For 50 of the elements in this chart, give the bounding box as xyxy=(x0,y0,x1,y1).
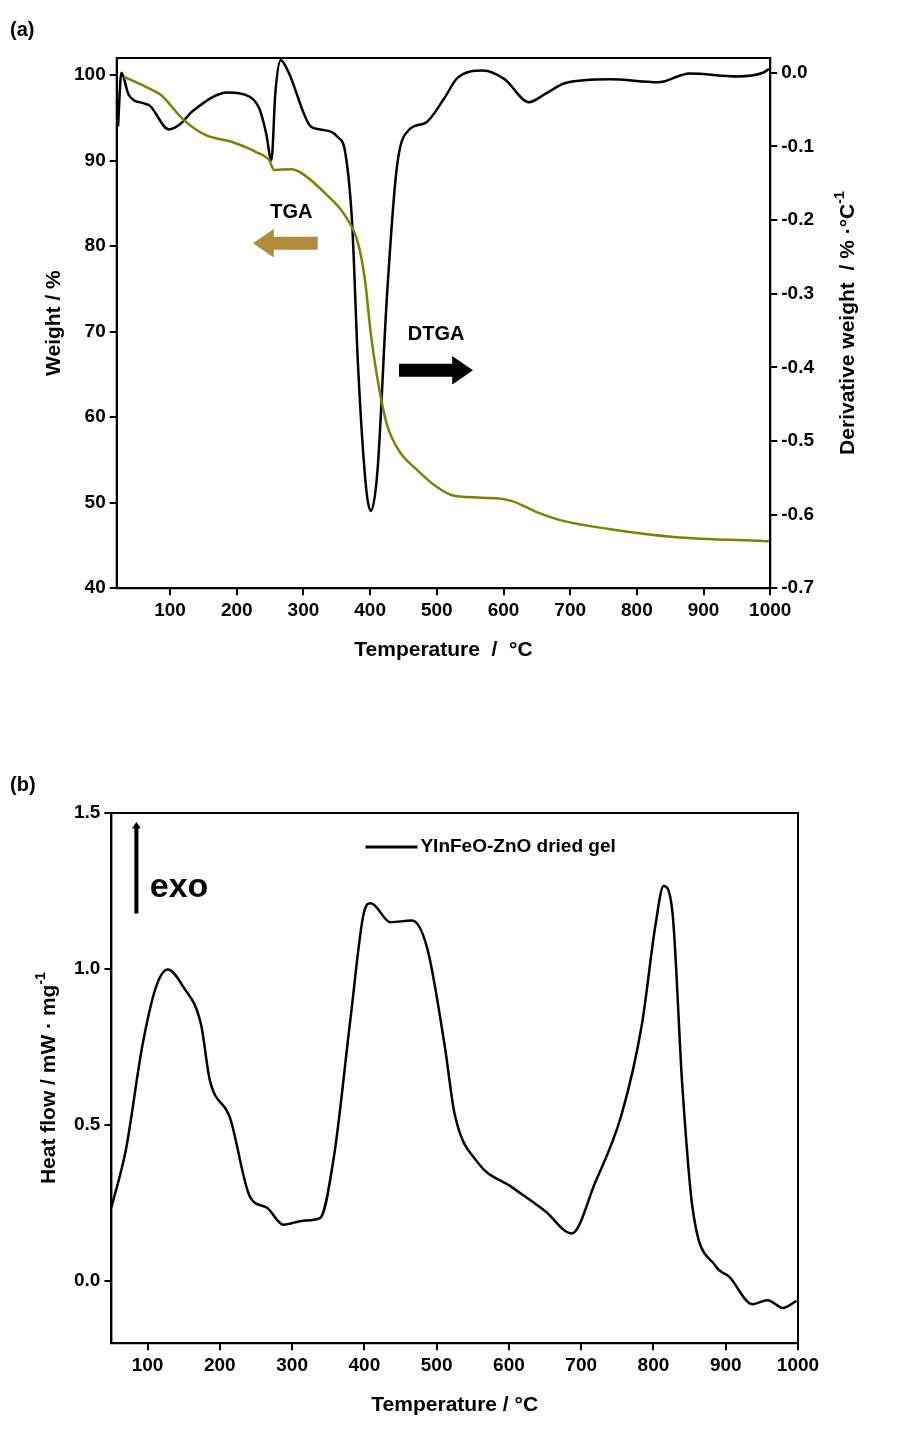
y2-tick-label: -0.4 xyxy=(781,355,815,377)
y-tick-label: 80 xyxy=(84,234,106,256)
y-tick-label: 1.5 xyxy=(73,801,101,823)
x-tick-label: 400 xyxy=(354,598,386,620)
x-tick-label: 700 xyxy=(554,598,587,620)
x-tick-label: 500 xyxy=(420,1353,453,1375)
y-tick-label: 50 xyxy=(84,490,106,512)
y-tick-label: 0.5 xyxy=(73,1113,101,1135)
x-tick-label: 800 xyxy=(621,598,653,620)
y2-tick-label: -0.6 xyxy=(781,502,815,524)
x-tick-label: 100 xyxy=(154,598,186,620)
annotation: DTGA xyxy=(407,321,465,344)
x-tick-label: 900 xyxy=(709,1353,742,1375)
annotation: exo xyxy=(149,866,209,905)
x-tick-label: 300 xyxy=(276,1353,308,1375)
x-tick-label: 600 xyxy=(493,1353,525,1375)
y-axis-title: Heat flow / mW · mg-1 xyxy=(31,971,60,1185)
y2-tick-label: -0.2 xyxy=(781,208,815,230)
y-tick-label: 0.0 xyxy=(73,1269,101,1291)
x-tick-label: 200 xyxy=(203,1353,236,1375)
y-axis-title: Weight / % xyxy=(41,269,65,376)
y-tick-label: 100 xyxy=(74,63,106,85)
x-axis-title: Temperature / °C xyxy=(354,637,533,660)
y-tick-label: 40 xyxy=(84,576,106,598)
x-tick-label: 200 xyxy=(220,598,253,620)
x-tick-label: 900 xyxy=(687,598,720,620)
x-tick-label: 1000 xyxy=(776,1353,820,1375)
legend-label: YInFeO-ZnO dried gel xyxy=(420,835,616,857)
y-tick-label: 90 xyxy=(84,148,106,170)
x-tick-label: 700 xyxy=(565,1353,598,1375)
x-tick-label: 600 xyxy=(487,598,520,620)
y2-tick-label: -0.3 xyxy=(781,281,815,303)
y2-tick-label: -0.7 xyxy=(781,576,815,598)
annotation: TGA xyxy=(270,200,313,223)
y-tick-label: 60 xyxy=(84,405,106,427)
y2-tick-label: -0.1 xyxy=(781,134,815,156)
chart-title: (a) xyxy=(10,17,35,40)
x-tick-label: 100 xyxy=(131,1353,164,1375)
x-tick-label: 800 xyxy=(637,1353,670,1375)
y2-tick-label: -0.5 xyxy=(781,429,815,451)
y-tick-label: 70 xyxy=(84,319,106,341)
y2-axis-title: Derivative weight / % ·°C-1 xyxy=(830,191,859,455)
x-tick-label: 400 xyxy=(348,1353,381,1375)
x-tick-label: 500 xyxy=(420,598,453,620)
y2-tick-label: 0.0 xyxy=(781,60,808,82)
x-axis-title: Temperature / °C xyxy=(371,1392,539,1415)
y-tick-label: 1.0 xyxy=(73,957,101,979)
chart-title: (b) xyxy=(10,772,36,795)
x-tick-label: 1000 xyxy=(749,598,792,620)
x-tick-label: 300 xyxy=(287,598,320,620)
